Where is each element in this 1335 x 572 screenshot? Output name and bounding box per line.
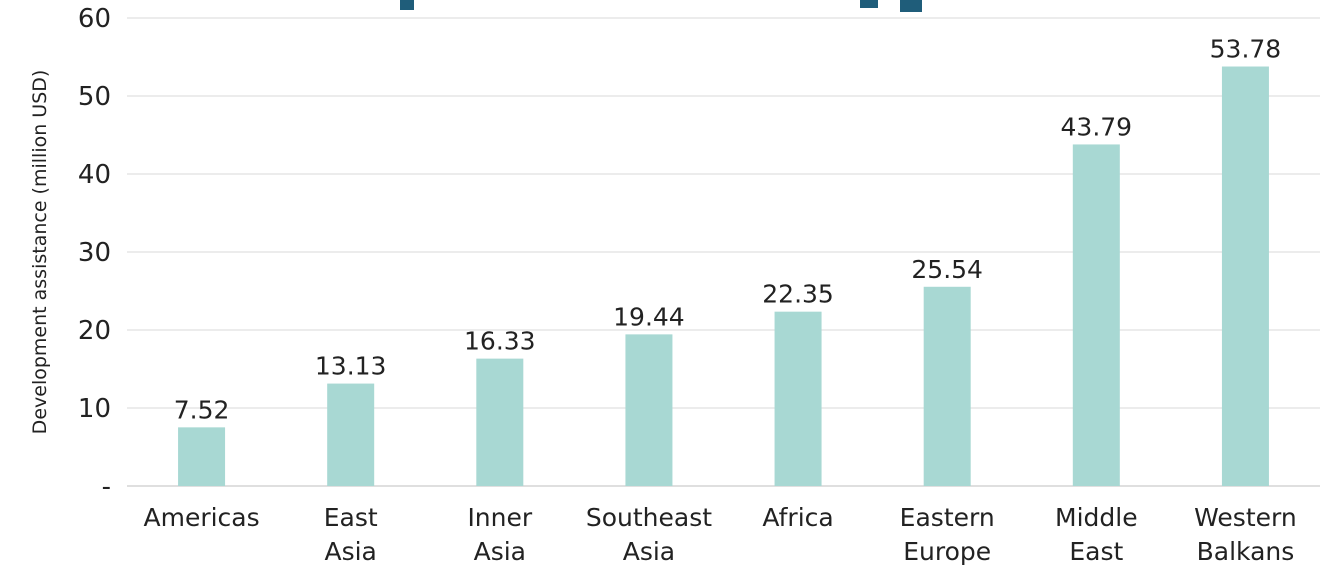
y-tick-labels: - 10 20 30 40 50 60 [78, 4, 111, 502]
y-tick-label: 50 [78, 82, 111, 112]
category-label: Middle East [1055, 503, 1138, 566]
bar-value-label: 7.52 [174, 395, 230, 424]
y-tick-label: - [102, 472, 111, 502]
category-label-line: East [1069, 537, 1123, 566]
category-label-line: Asia [474, 537, 526, 566]
bar-value-label: 53.78 [1210, 35, 1282, 64]
title-fragment-mark [860, 0, 878, 8]
bar-value-label: 16.33 [464, 327, 536, 356]
category-label-line: Asia [324, 537, 376, 566]
category-label-line: Africa [762, 503, 833, 532]
category-label: Western Balkans [1194, 503, 1297, 566]
y-tick-label: 30 [78, 238, 111, 268]
x-tick-labels: Americas East Asia Inner Asia Southeast Asia Af… [143, 503, 1296, 566]
title-fragment-mark [400, 0, 414, 10]
category-label: East Asia [324, 503, 378, 566]
bar [178, 427, 226, 486]
bar [923, 286, 971, 486]
category-label: Inner Asia [467, 503, 532, 566]
category-label-line: Eastern [900, 503, 995, 532]
category-label-line: Western [1194, 503, 1297, 532]
y-tick-label: 10 [78, 394, 111, 424]
bar-value-label: 25.54 [911, 255, 983, 284]
bar-value-label: 13.13 [315, 352, 387, 381]
y-tick-label: 20 [78, 316, 111, 346]
title-fragment-mark [900, 0, 922, 12]
category-label: Africa [762, 503, 833, 532]
category-label: Southeast Asia [586, 503, 712, 566]
category-label-line: Asia [623, 537, 675, 566]
bar-value-label: 43.79 [1061, 112, 1133, 141]
bars [178, 66, 1269, 487]
bar [1072, 144, 1120, 487]
y-axis-title: Development assistance (million USD) [29, 70, 51, 435]
y-tick-label: 60 [78, 4, 111, 34]
category-label-line: Southeast [586, 503, 712, 532]
gridlines [127, 17, 1320, 409]
bar-value-label: 19.44 [613, 302, 685, 331]
category-label-line: East [324, 503, 378, 532]
bar [327, 383, 375, 486]
category-label-line: Americas [143, 503, 259, 532]
y-tick-label: 40 [78, 160, 111, 190]
cropped-title-fragment [400, 0, 922, 12]
bar [476, 358, 524, 486]
bar-value-label: 22.35 [762, 280, 834, 309]
category-label-line: Middle [1055, 503, 1138, 532]
category-label: Americas [143, 503, 259, 532]
data-labels: 7.52 13.13 16.33 19.44 22.35 25.54 43.79 53.78 [174, 35, 1282, 425]
category-label-line: Balkans [1197, 537, 1295, 566]
category-label-line: Inner [467, 503, 532, 532]
category-label-line: Europe [903, 537, 991, 566]
bar [774, 311, 822, 486]
bar [1221, 66, 1269, 487]
category-label: Eastern Europe [900, 503, 995, 566]
bar [625, 334, 673, 486]
